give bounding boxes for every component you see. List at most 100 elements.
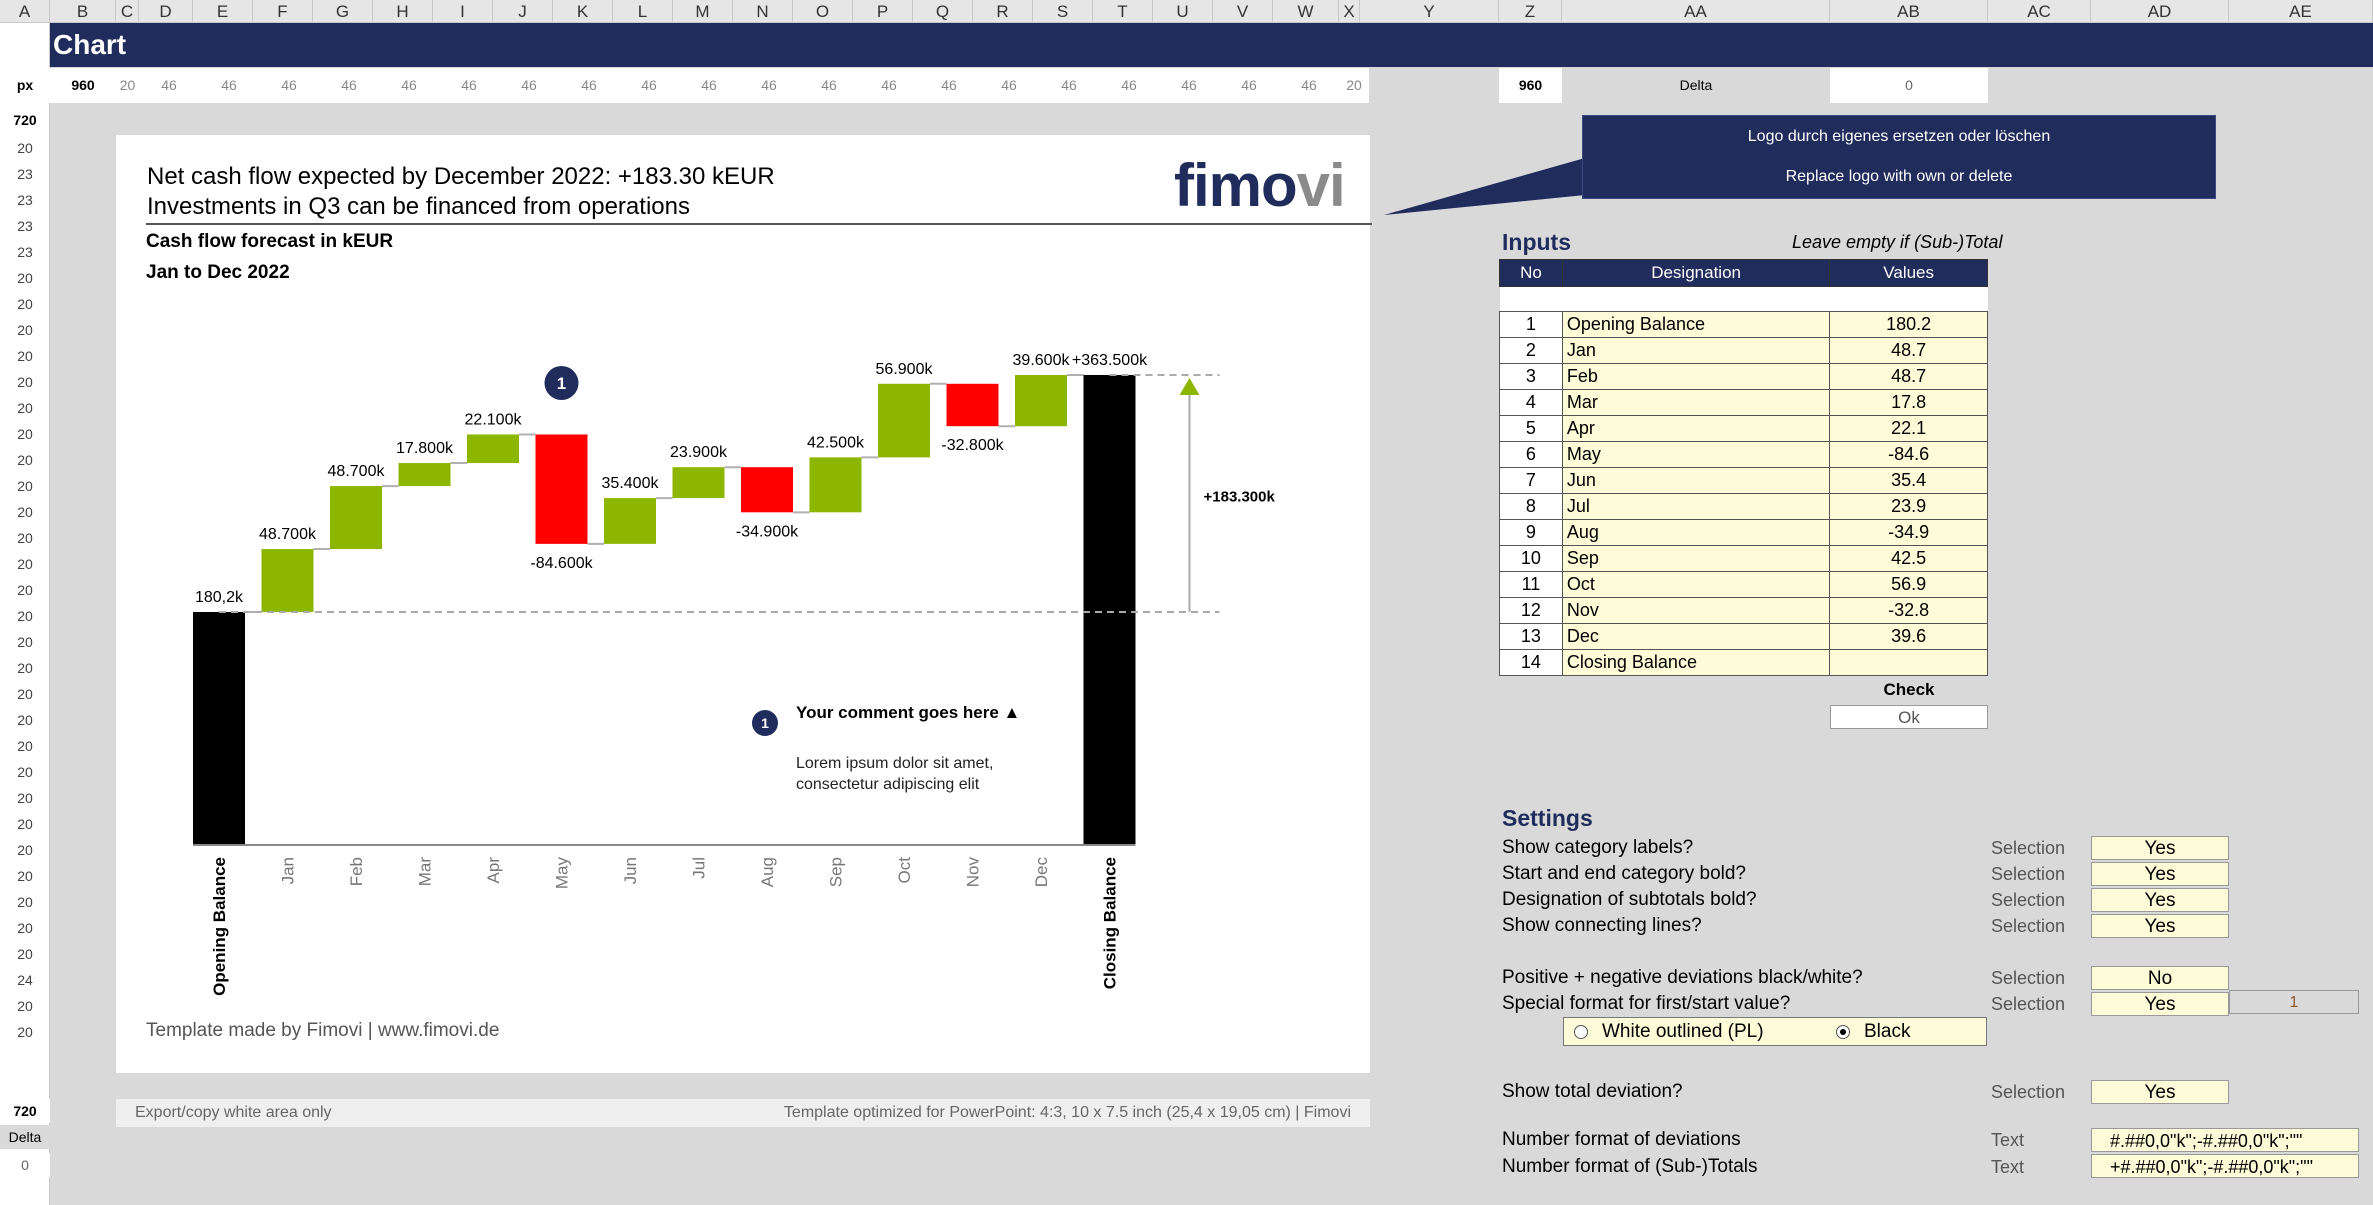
input-value-cell[interactable]: -32.8 (1829, 597, 1988, 624)
setting-selection-dropdown[interactable]: Yes (2091, 836, 2229, 860)
row-header-cell[interactable]: 20 (17, 400, 33, 416)
px-column-width-cell[interactable]: 46 (881, 77, 897, 93)
column-header-cell[interactable]: F (253, 0, 313, 23)
px-column-width-cell[interactable]: 46 (461, 77, 477, 93)
row-header-cell[interactable]: 20 (17, 270, 33, 286)
input-value-cell[interactable]: 35.4 (1829, 467, 1988, 494)
input-designation-cell[interactable]: Mar (1561, 389, 1831, 416)
column-header-cell[interactable]: E (193, 0, 253, 23)
setting-selection-dropdown[interactable]: Yes (2091, 1080, 2229, 1104)
column-header-cell[interactable]: AC (1988, 0, 2091, 23)
column-header-cell[interactable]: M (673, 0, 733, 23)
px-column-width-cell[interactable]: 46 (401, 77, 417, 93)
row-header-cell[interactable]: 20 (17, 790, 33, 806)
row-header-cell[interactable]: 20 (17, 894, 33, 910)
px-width-right-cell[interactable]: 960 (1499, 68, 1562, 103)
column-header-cell[interactable]: B (50, 0, 116, 23)
input-value-cell[interactable]: -84.6 (1829, 441, 1988, 468)
input-value-cell[interactable]: 17.8 (1829, 389, 1988, 416)
input-designation-cell[interactable]: Jul (1561, 493, 1831, 520)
px-column-width-cell[interactable]: 46 (221, 77, 237, 93)
column-header-cell[interactable]: T (1093, 0, 1153, 23)
fimovi-logo[interactable]: fimovi (1174, 152, 1346, 219)
row-header-cell[interactable]: 20 (17, 556, 33, 572)
px-column-width-cell[interactable]: 46 (1301, 77, 1317, 93)
row-header-cell[interactable]: 20 (17, 946, 33, 962)
row-header-cell[interactable]: 20 (17, 452, 33, 468)
px-column-width-cell[interactable]: 46 (161, 77, 177, 93)
setting-selection-dropdown[interactable]: No (2091, 966, 2229, 990)
row-header-cell[interactable]: 20 (17, 322, 33, 338)
row-header-cell[interactable]: 20 (17, 920, 33, 936)
column-header-cell[interactable]: Q (913, 0, 973, 23)
column-header-cell[interactable]: I (433, 0, 493, 23)
px-column-width-cell[interactable]: 46 (1121, 77, 1137, 93)
px-column-width-cell[interactable]: 46 (941, 77, 957, 93)
px-margin-right-cell[interactable]: 20 (1346, 77, 1362, 93)
column-header-cell[interactable]: AD (2091, 0, 2229, 23)
row-header-cell[interactable]: 20 (17, 348, 33, 364)
setting-selection-dropdown[interactable]: Yes (2091, 862, 2229, 886)
row-header-cell[interactable]: 20 (17, 140, 33, 156)
input-value-cell[interactable]: -34.9 (1829, 519, 1988, 546)
px-column-width-cell[interactable]: 46 (521, 77, 537, 93)
px-column-width-cell[interactable]: 46 (1241, 77, 1257, 93)
row-header-cell[interactable]: 23 (17, 218, 33, 234)
column-header-cell[interactable]: W (1273, 0, 1339, 23)
row-header-cell[interactable]: 24 (17, 972, 33, 988)
input-value-cell[interactable]: 56.9 (1829, 571, 1988, 598)
row-header-cell[interactable]: 20 (17, 530, 33, 546)
px-column-width-cell[interactable]: 46 (701, 77, 717, 93)
column-header-cell[interactable]: K (553, 0, 613, 23)
px-column-width-cell[interactable]: 46 (1001, 77, 1017, 93)
column-header-cell[interactable]: A (0, 0, 50, 23)
input-designation-cell[interactable]: Dec (1561, 623, 1831, 650)
row-header-cell[interactable]: 20 (17, 374, 33, 390)
format-totals-input[interactable]: +#.##0,0"k";-#.##0,0"k";"" (2091, 1154, 2359, 1178)
input-designation-cell[interactable]: Nov (1561, 597, 1831, 624)
px-column-width-cell[interactable]: 46 (761, 77, 777, 93)
row-header-cell[interactable]: 20 (17, 296, 33, 312)
column-header-cell[interactable]: N (733, 0, 793, 23)
px-column-width-cell[interactable]: 46 (281, 77, 297, 93)
column-header-cell[interactable]: H (373, 0, 433, 23)
column-header-cell[interactable]: R (973, 0, 1033, 23)
column-header-cell[interactable]: P (853, 0, 913, 23)
input-value-cell[interactable]: 48.7 (1829, 363, 1988, 390)
row-header-cell[interactable]: 23 (17, 166, 33, 182)
px-height-bottom[interactable]: 720 (0, 1099, 50, 1123)
px-margin-cell[interactable]: 20 (116, 68, 139, 103)
input-designation-cell[interactable]: Feb (1561, 363, 1831, 390)
radio-black[interactable] (1836, 1025, 1850, 1039)
row-header-cell[interactable]: 20 (17, 712, 33, 728)
row-header-cell[interactable]: 20 (17, 608, 33, 624)
px-column-width-cell[interactable]: 46 (341, 77, 357, 93)
px-column-width-cell[interactable]: 46 (581, 77, 597, 93)
input-designation-cell[interactable]: May (1561, 441, 1831, 468)
delta-value-cell[interactable]: 0 (1830, 68, 1988, 103)
row-header-cell[interactable]: 20 (17, 868, 33, 884)
input-value-cell[interactable]: 48.7 (1829, 337, 1988, 364)
column-header-cell[interactable]: V (1213, 0, 1273, 23)
input-value-cell[interactable]: 39.6 (1829, 623, 1988, 650)
column-header-cell[interactable]: J (493, 0, 553, 23)
column-header-cell[interactable]: X (1339, 0, 1360, 23)
column-header-cell[interactable]: O (793, 0, 853, 23)
row-header-cell[interactable]: 23 (17, 244, 33, 260)
row-header-cell[interactable]: 20 (17, 842, 33, 858)
format-deviations-input[interactable]: #.##0,0"k";-#.##0,0"k";"" (2091, 1128, 2359, 1152)
input-value-cell[interactable]: 180.2 (1829, 311, 1988, 338)
row-height-total[interactable]: 720 (13, 112, 37, 128)
input-designation-cell[interactable]: Sep (1561, 545, 1831, 572)
input-value-cell[interactable]: 42.5 (1829, 545, 1988, 572)
row-header-cell[interactable]: 20 (17, 478, 33, 494)
delta-row-value[interactable]: 0 (0, 1153, 50, 1177)
input-designation-cell[interactable]: Jan (1561, 337, 1831, 364)
px-width-cell[interactable]: 960 (50, 68, 116, 103)
px-column-width-cell[interactable]: 46 (1181, 77, 1197, 93)
input-designation-cell[interactable]: Opening Balance (1561, 311, 1831, 338)
column-header-cell[interactable]: G (313, 0, 373, 23)
row-header-cell[interactable]: 20 (17, 686, 33, 702)
row-header-cell[interactable]: 20 (17, 504, 33, 520)
row-header-cell[interactable]: 20 (17, 738, 33, 754)
